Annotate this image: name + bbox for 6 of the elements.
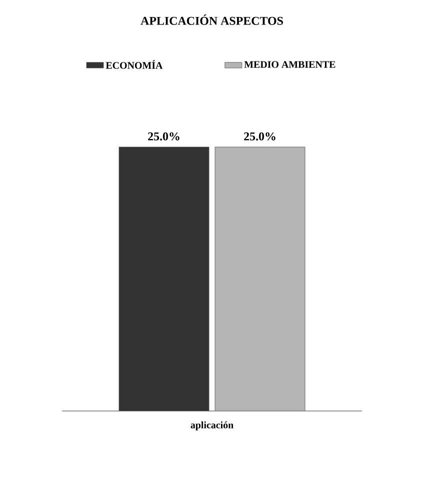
data-label: 25.0% bbox=[148, 132, 180, 140]
legend-label: MEDIO AMBIENTE bbox=[244, 61, 336, 68]
legend-label: ECONOMÍA bbox=[106, 60, 163, 69]
data-label: 25.0% bbox=[244, 132, 276, 140]
chart-title: APLICACIÓN ASPECTOS bbox=[140, 14, 283, 25]
x-axis-title: aplicación bbox=[190, 421, 234, 430]
